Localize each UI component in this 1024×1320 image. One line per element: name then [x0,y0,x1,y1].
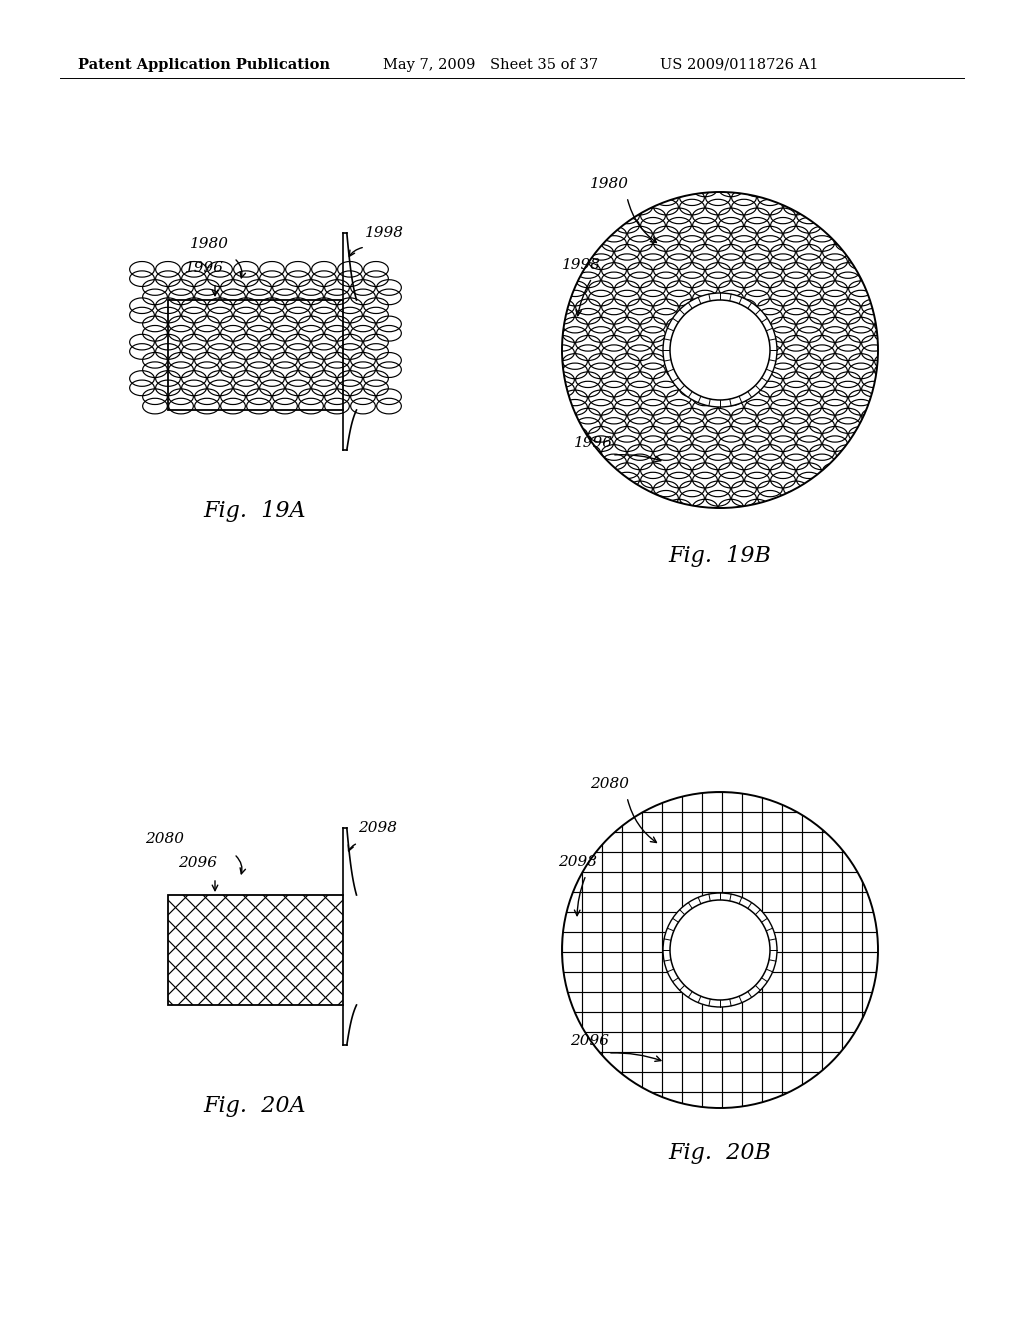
Bar [168,895,343,1005]
Text: 2080: 2080 [590,777,629,791]
Text: 1980: 1980 [590,177,629,191]
Bar [168,895,343,1005]
Text: 2098: 2098 [358,821,397,836]
Text: 2098: 2098 [558,855,597,869]
Text: Sheet 35 of 37: Sheet 35 of 37 [490,58,598,73]
Text: 2096: 2096 [570,1034,609,1048]
Text: Fig.  19B: Fig. 19B [669,545,771,568]
Text: 1980: 1980 [190,238,229,251]
Text: Fig.  20B: Fig. 20B [669,1142,771,1164]
Text: 1998: 1998 [365,226,404,240]
Text: Patent Application Publication: Patent Application Publication [78,58,330,73]
Bar [168,300,343,411]
Circle shape [670,900,770,1001]
Text: 1998: 1998 [562,257,601,272]
Text: US 2009/0118726 A1: US 2009/0118726 A1 [660,58,818,73]
Circle shape [562,792,878,1107]
Text: Fig.  19A: Fig. 19A [204,500,306,521]
Text: 1996: 1996 [185,261,224,275]
Text: 2096: 2096 [178,855,217,870]
Text: 2080: 2080 [145,832,184,846]
Circle shape [670,300,770,400]
Text: Fig.  20A: Fig. 20A [204,1096,306,1117]
Circle shape [663,293,777,407]
Text: May 7, 2009: May 7, 2009 [383,58,475,73]
Circle shape [663,894,777,1007]
Text: 1996: 1996 [574,436,613,450]
Circle shape [562,191,878,508]
